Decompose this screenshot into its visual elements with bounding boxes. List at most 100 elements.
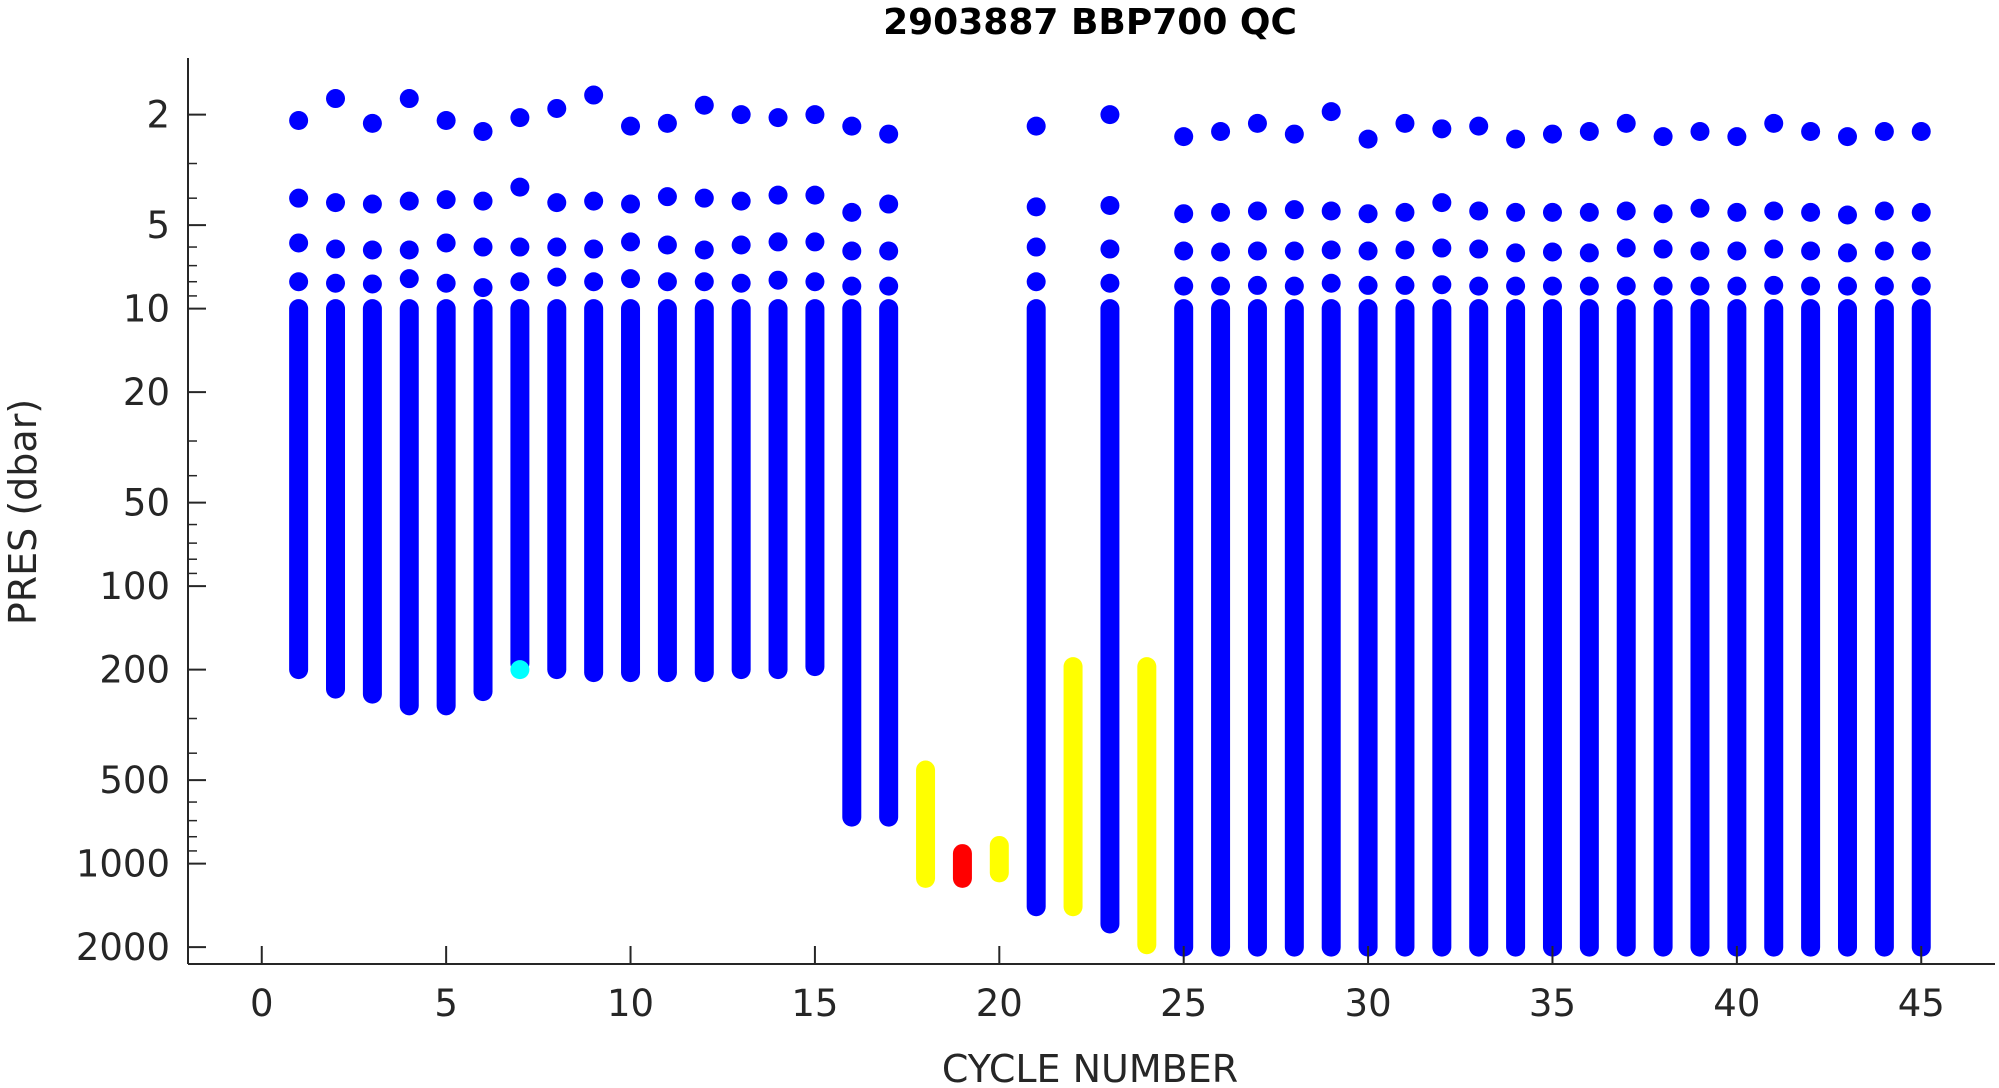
profile-column-cycle-15	[805, 299, 825, 677]
x-tick-label-5: 5	[434, 982, 458, 1025]
data-point-cycle-28-2	[1284, 241, 1304, 261]
data-point-cycle-16-3	[842, 276, 862, 296]
y-tick-label-10: 10	[123, 288, 170, 331]
data-point-cycle-23-1	[1100, 195, 1120, 215]
data-point-cycle-33-3	[1469, 276, 1489, 296]
data-point-cycle-34-2	[1506, 243, 1526, 263]
data-point-cycle-3-1	[362, 194, 382, 214]
profile-column-cycle-40	[1727, 299, 1747, 957]
profile-column-cycle-44	[1874, 299, 1894, 957]
data-point-cycle-11-3	[657, 272, 677, 292]
data-point-cycle-37-1	[1616, 201, 1636, 221]
axes: 0 5 10 15 20 25 30 35 40 452510205010020050010002…	[76, 58, 1995, 1025]
data-point-cycle-12-0	[694, 95, 714, 115]
data-point-cycle-36-3	[1579, 276, 1599, 296]
data-point-cycle-1-3	[289, 272, 309, 292]
data-point-cycle-38-2	[1653, 239, 1673, 259]
y-tick-label-20: 20	[123, 371, 170, 414]
data-point-cycle-3-2	[362, 240, 382, 260]
profile-column-cycle-30	[1358, 299, 1378, 957]
profile-column-cycle-20	[989, 835, 1009, 883]
profile-column-cycle-41	[1764, 299, 1784, 957]
data-point-cycle-13-3	[731, 273, 751, 293]
y-tick-label-200: 200	[99, 649, 170, 692]
profile-column-cycle-37	[1616, 299, 1636, 957]
profile-column-cycle-18	[916, 760, 936, 888]
profile-column-cycle-31	[1395, 299, 1415, 957]
data-point-cycle-34-0	[1506, 129, 1526, 149]
profile-column-cycle-24	[1137, 657, 1157, 955]
data-point-cycle-28-0	[1284, 124, 1304, 144]
data-point-cycle-30-1	[1358, 204, 1378, 224]
y-tick-label-5: 5	[146, 204, 170, 247]
data-point-cycle-6-2	[473, 237, 493, 257]
data-point-cycle-1-0	[289, 111, 309, 131]
data-point-cycle-31-1	[1395, 202, 1415, 222]
data-point-cycle-29-0	[1321, 102, 1341, 122]
data-point-cycle-10-1	[621, 194, 641, 214]
data-point-cycle-42-3	[1801, 276, 1821, 296]
data-point-cycle-42-1	[1801, 202, 1821, 222]
profile-column-cycle-4	[399, 299, 419, 716]
data-point-cycle-13-1	[731, 191, 751, 211]
data-point-cycle-38-3	[1653, 276, 1673, 296]
profile-column-cycle-36	[1579, 299, 1599, 957]
data-point-cycle-14-0	[768, 108, 788, 128]
profile-column-cycle-9	[584, 299, 604, 683]
profile-column-cycle-21	[1026, 299, 1046, 917]
data-point-cycle-11-0	[657, 113, 677, 133]
data-point-cycle-14-2	[768, 232, 788, 252]
data-point-cycle-4-1	[399, 191, 419, 211]
data-point-cycle-10-2	[621, 232, 641, 252]
data-point-cycle-26-1	[1211, 202, 1231, 222]
data-point-cycle-39-2	[1690, 241, 1710, 261]
data-point-cycle-11-1	[657, 187, 677, 207]
profile-column-cycle-32	[1432, 299, 1452, 957]
data-point-cycle-34-1	[1506, 202, 1526, 222]
data-point-cycle-15-0	[805, 105, 825, 125]
data-point-cycle-42-2	[1801, 241, 1821, 261]
data-point-cycle-29-1	[1321, 201, 1341, 221]
data-point-cycle-12-2	[694, 240, 714, 260]
data-point-cycle-27-0	[1247, 113, 1267, 133]
data-point-cycle-32-2	[1432, 238, 1452, 258]
profile-column-cycle-3	[362, 299, 382, 704]
profile-column-cycle-1	[289, 299, 309, 680]
profile-column-cycle-11	[657, 299, 677, 683]
data-point-cycle-44-3	[1874, 276, 1894, 296]
profile-column-cycle-13	[731, 299, 751, 680]
data-point-cycle-35-1	[1542, 202, 1562, 222]
data-point-cycle-37-2	[1616, 238, 1636, 258]
y-tick-label-2000: 2000	[76, 926, 170, 969]
data-point-cycle-34-3	[1506, 276, 1526, 296]
x-tick-label-40: 40	[1713, 982, 1760, 1025]
data-point-cycle-12-1	[694, 188, 714, 208]
data-point-cycle-21-3	[1026, 272, 1046, 292]
data-point-cycle-2-0	[326, 89, 346, 109]
data-point-cycle-17-1	[879, 194, 899, 214]
profile-column-cycle-33	[1469, 299, 1489, 957]
data-point-cycle-5-0	[436, 111, 456, 131]
data-point-cycle-27-3	[1247, 275, 1267, 295]
data-point-cycle-8-1	[547, 193, 567, 213]
profile-column-cycle-10	[621, 299, 641, 683]
data-point-cycle-25-3	[1174, 276, 1194, 296]
x-tick-label-10: 10	[607, 982, 654, 1025]
data-point-cycle-5-2	[436, 233, 456, 253]
data-point-cycle-6-1	[473, 191, 493, 211]
data-point-cycle-36-0	[1579, 121, 1599, 141]
profile-column-cycle-17	[879, 299, 899, 827]
x-tick-label-25: 25	[1160, 982, 1207, 1025]
data-point-cycle-45-2	[1911, 241, 1931, 261]
data-point-cycle-9-3	[584, 272, 604, 292]
profile-column-cycle-5	[436, 299, 456, 716]
data-point-cycle-14-1	[768, 185, 788, 205]
data-point-cycle-15-1	[805, 185, 825, 205]
y-tick-label-2: 2	[146, 94, 170, 137]
data-point-cycle-26-3	[1211, 276, 1231, 296]
y-axis-label: PRES (dbar)	[1, 399, 45, 625]
data-point-cycle-33-0	[1469, 116, 1489, 136]
data-point-cycle-14-3	[768, 270, 788, 290]
profile-column-cycle-12	[694, 299, 714, 683]
data-point-cycle-11-2	[657, 235, 677, 255]
